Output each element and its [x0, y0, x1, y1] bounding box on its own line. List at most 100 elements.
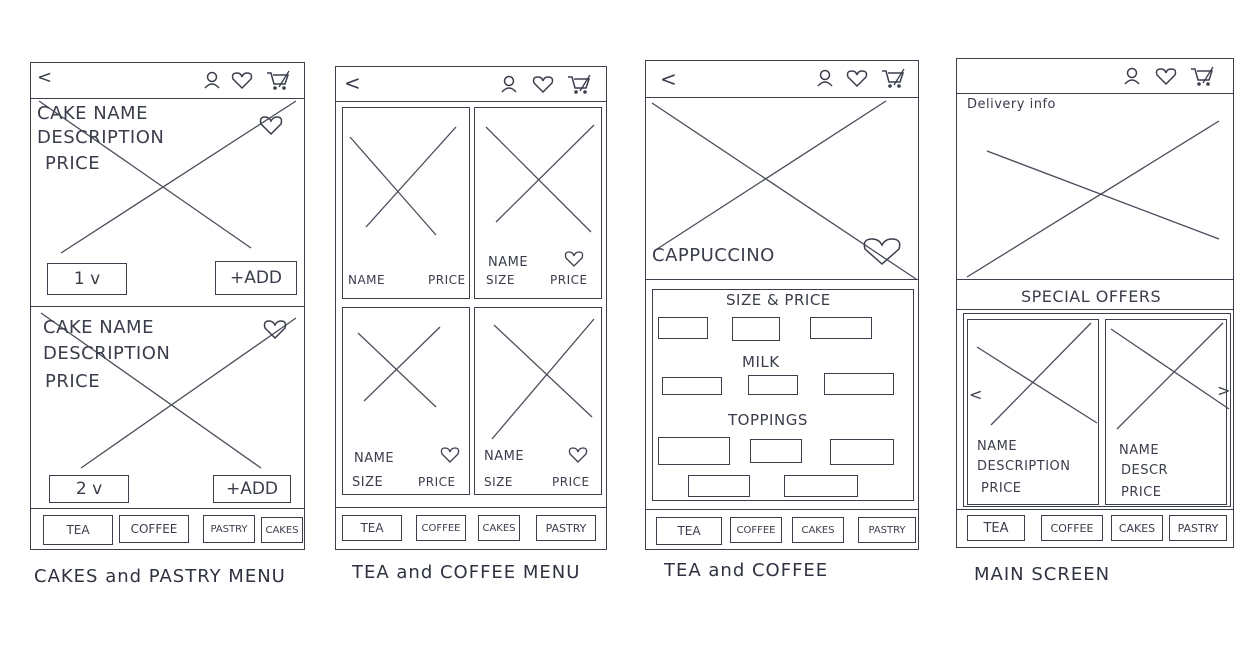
- milk-option[interactable]: [662, 377, 722, 395]
- user-icon[interactable]: [1123, 67, 1141, 85]
- header-divider: [957, 93, 1233, 94]
- heart-icon[interactable]: [532, 75, 554, 93]
- heart-icon[interactable]: [1155, 67, 1177, 85]
- header-divider: [646, 97, 918, 98]
- offer-card[interactable]: [967, 319, 1099, 505]
- tab-pastry[interactable]: PASTRY: [1169, 515, 1227, 541]
- screen-caption: TEA and COFFEE: [664, 560, 829, 581]
- size-option[interactable]: [732, 317, 780, 341]
- screen-caption: CAKES and PASTRY MENU: [34, 566, 286, 587]
- topping-option[interactable]: [658, 437, 730, 465]
- favorite-heart-icon[interactable]: [564, 251, 584, 267]
- offers-divider: [957, 309, 1233, 310]
- quantity-select[interactable]: 1 v: [47, 263, 127, 295]
- heart-icon[interactable]: [846, 69, 868, 87]
- favorite-heart-icon[interactable]: [263, 319, 287, 339]
- screen-coffee-detail: < CAPPUCCINO SIZE & PRICE MILK TOPPINGS …: [645, 60, 919, 550]
- offer-price: PRICE: [981, 481, 1022, 496]
- add-button[interactable]: +ADD: [215, 261, 297, 295]
- offer-card[interactable]: [1105, 319, 1227, 505]
- offer-price: PRICE: [1121, 485, 1162, 500]
- tab-pastry[interactable]: PASTRY: [203, 515, 255, 543]
- heart-icon[interactable]: [231, 71, 253, 89]
- product-tile[interactable]: [474, 107, 602, 299]
- back-button[interactable]: <: [344, 71, 362, 95]
- item-divider: [31, 306, 304, 307]
- add-button[interactable]: +ADD: [213, 475, 291, 503]
- back-button[interactable]: <: [660, 67, 678, 91]
- banner-divider: [957, 279, 1233, 280]
- product-tile[interactable]: [342, 307, 470, 495]
- product-size: SIZE: [352, 475, 384, 490]
- cart-icon[interactable]: [880, 67, 906, 91]
- tabbar-divider: [336, 507, 606, 508]
- favorite-heart-icon[interactable]: [862, 237, 902, 265]
- size-option[interactable]: [658, 317, 708, 339]
- header-divider: [31, 98, 304, 99]
- image-divider: [646, 279, 918, 280]
- offer-name: NAME: [977, 439, 1018, 454]
- offers-carousel: [963, 313, 1231, 507]
- product-size: SIZE: [486, 273, 515, 287]
- cart-icon[interactable]: [566, 73, 592, 97]
- screen-caption: TEA and COFFEE MENU: [352, 562, 581, 583]
- tab-coffee[interactable]: COFFEE: [416, 515, 466, 541]
- cake-description: DESCRIPTION: [43, 343, 171, 364]
- topping-option[interactable]: [830, 439, 894, 465]
- back-button[interactable]: <: [37, 67, 53, 88]
- cake-name: CAKE NAME: [43, 317, 154, 338]
- milk-option[interactable]: [824, 373, 894, 395]
- tab-cakes[interactable]: CAKES: [1111, 515, 1163, 541]
- tab-tea[interactable]: TEA: [43, 515, 113, 545]
- product-price: PRICE: [428, 273, 466, 287]
- cake-price: PRICE: [45, 153, 101, 174]
- tab-pastry[interactable]: PASTRY: [858, 517, 916, 543]
- section-heading: SIZE & PRICE: [726, 291, 831, 309]
- size-option[interactable]: [810, 317, 872, 339]
- offer-description: DESCR: [1121, 463, 1169, 478]
- options-panel: [652, 289, 914, 501]
- tabbar-divider: [31, 508, 304, 509]
- milk-option[interactable]: [748, 375, 798, 395]
- favorite-heart-icon[interactable]: [259, 115, 283, 135]
- cake-price: PRICE: [45, 371, 101, 392]
- product-price: PRICE: [418, 475, 456, 489]
- user-icon[interactable]: [816, 69, 834, 87]
- tab-cakes[interactable]: CAKES: [478, 515, 520, 541]
- tabbar-divider: [957, 509, 1233, 510]
- carousel-prev-button[interactable]: <: [969, 385, 983, 404]
- topping-option[interactable]: [750, 439, 802, 463]
- product-tile[interactable]: [342, 107, 470, 299]
- product-price: PRICE: [550, 273, 588, 287]
- carousel-next-button[interactable]: >: [1217, 381, 1231, 400]
- tab-cakes[interactable]: CAKES: [261, 517, 303, 543]
- favorite-heart-icon[interactable]: [440, 447, 460, 463]
- tab-pastry[interactable]: PASTRY: [536, 515, 596, 541]
- tab-coffee[interactable]: COFFEE: [119, 515, 189, 543]
- tab-tea[interactable]: TEA: [967, 515, 1025, 541]
- tab-coffee[interactable]: COFFEE: [1041, 515, 1103, 541]
- screen-caption: MAIN SCREEN: [974, 564, 1111, 585]
- user-icon[interactable]: [203, 71, 221, 89]
- product-title: CAPPUCCINO: [652, 245, 775, 266]
- topping-option[interactable]: [688, 475, 750, 497]
- topping-option[interactable]: [784, 475, 858, 497]
- tabbar-divider: [646, 509, 918, 510]
- tab-tea[interactable]: TEA: [656, 517, 722, 545]
- favorite-heart-icon[interactable]: [568, 447, 588, 463]
- product-name: NAME: [484, 449, 525, 464]
- tab-coffee[interactable]: COFFEE: [730, 517, 782, 543]
- quantity-select[interactable]: 2 v: [49, 475, 129, 503]
- tab-cakes[interactable]: CAKES: [792, 517, 844, 543]
- header-divider: [336, 101, 606, 102]
- cake-description: DESCRIPTION: [37, 127, 165, 148]
- product-name: NAME: [488, 255, 529, 270]
- product-tile[interactable]: [474, 307, 602, 495]
- cart-icon[interactable]: [1189, 65, 1215, 89]
- delivery-info: Delivery info: [967, 97, 1056, 112]
- tab-tea[interactable]: TEA: [342, 515, 402, 541]
- section-heading: MILK: [742, 353, 780, 371]
- screen-cakes-pastry-menu: < CAKE NAME DESCRIPTION PRICE 1 v +ADD C…: [30, 62, 305, 550]
- user-icon[interactable]: [500, 75, 518, 93]
- cart-icon[interactable]: [265, 69, 291, 91]
